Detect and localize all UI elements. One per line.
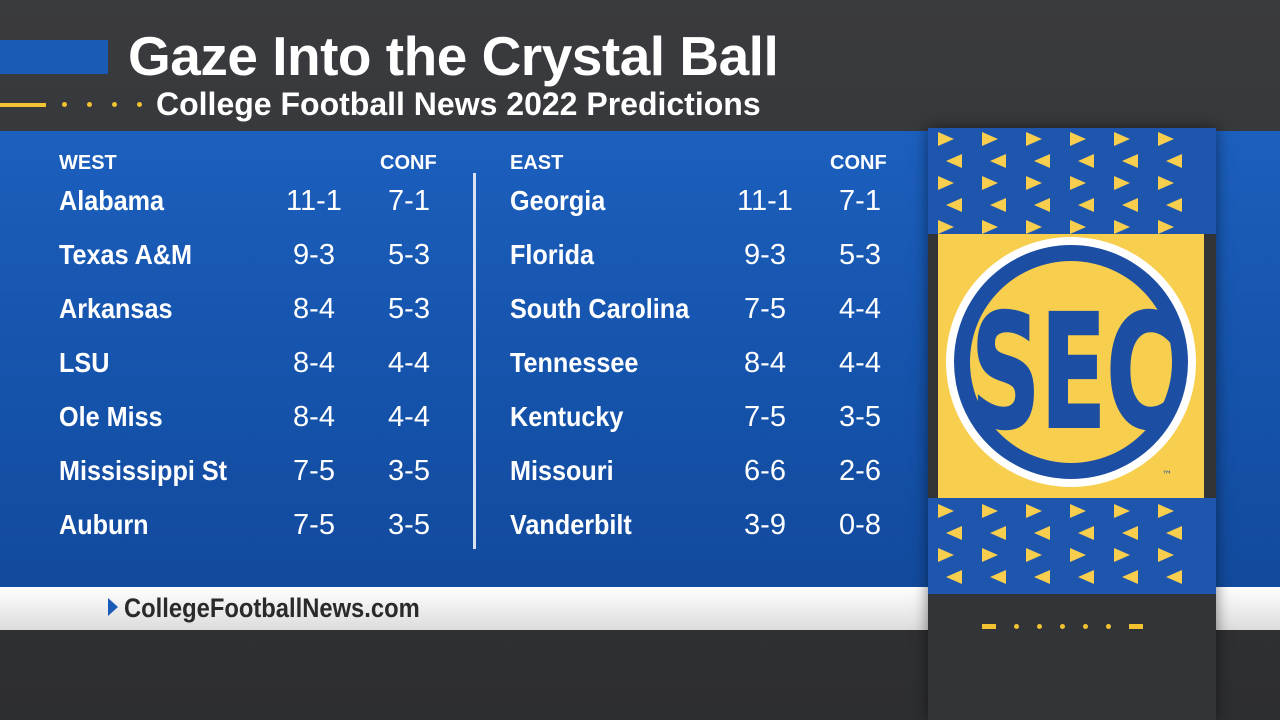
overall-record: 11-1 bbox=[286, 185, 342, 217]
conference-record: 5-3 bbox=[388, 293, 430, 325]
team-name: LSU bbox=[59, 347, 110, 378]
overall-record: 8-4 bbox=[293, 401, 335, 433]
conference-record: 5-3 bbox=[839, 239, 881, 271]
conference-record: 4-4 bbox=[388, 401, 430, 433]
overall-record: 7-5 bbox=[293, 455, 335, 487]
overall-record: 9-3 bbox=[293, 239, 335, 271]
team-name: Alabama bbox=[59, 185, 165, 216]
play-arrow-icon bbox=[108, 598, 118, 616]
team-name: Georgia bbox=[510, 185, 606, 216]
west-header: WEST bbox=[59, 152, 117, 174]
conference-record: 7-1 bbox=[388, 185, 430, 217]
team-name: Florida bbox=[510, 239, 595, 270]
sec-logo-icon: SEC ™ bbox=[946, 237, 1196, 487]
team-name: Tennessee bbox=[510, 347, 639, 378]
overall-record: 8-4 bbox=[744, 347, 786, 379]
overall-record: 7-5 bbox=[744, 293, 786, 325]
overall-record: 9-3 bbox=[744, 239, 786, 271]
overall-record: 7-5 bbox=[293, 509, 335, 541]
triangle-pattern-top bbox=[928, 128, 1216, 234]
trademark-mark: ™ bbox=[1162, 470, 1172, 481]
conference-record: 0-8 bbox=[839, 509, 881, 541]
column-accent-dots bbox=[982, 624, 1143, 629]
team-name: Texas A&M bbox=[59, 239, 193, 270]
conference-record: 3-5 bbox=[388, 509, 430, 541]
team-name: Mississippi St bbox=[59, 455, 228, 486]
team-name: Kentucky bbox=[510, 401, 624, 432]
overall-record: 7-5 bbox=[744, 401, 786, 433]
conference-record: 2-6 bbox=[839, 455, 881, 487]
triangle-pattern-bottom bbox=[928, 498, 1216, 594]
team-name: Missouri bbox=[510, 455, 614, 486]
division-divider bbox=[473, 173, 476, 549]
team-name: Vanderbilt bbox=[510, 509, 632, 540]
overall-record: 3-9 bbox=[744, 509, 786, 541]
header-accent-bar bbox=[0, 40, 108, 74]
header-accent-dots bbox=[62, 102, 142, 107]
team-name: South Carolina bbox=[510, 293, 690, 324]
team-name: Ole Miss bbox=[59, 401, 163, 432]
page-subtitle: College Football News 2022 Predictions bbox=[156, 86, 761, 122]
conference-record: 5-3 bbox=[388, 239, 430, 271]
header-accent-line bbox=[0, 103, 46, 107]
conference-record: 4-4 bbox=[388, 347, 430, 379]
overall-record: 8-4 bbox=[293, 347, 335, 379]
page-title: Gaze Into the Crystal Ball bbox=[128, 25, 779, 87]
sec-logo-letters: SEC bbox=[971, 281, 1177, 465]
team-name: Auburn bbox=[59, 509, 149, 540]
overall-record: 6-6 bbox=[744, 455, 786, 487]
footer-site: CollegeFootballNews.com bbox=[124, 593, 420, 623]
east-header: EAST bbox=[510, 152, 564, 174]
conference-record: 4-4 bbox=[839, 293, 881, 325]
conference-record: 3-5 bbox=[839, 401, 881, 433]
overall-record: 8-4 bbox=[293, 293, 335, 325]
west-conf-header: CONF bbox=[380, 152, 437, 174]
team-name: Arkansas bbox=[59, 293, 173, 324]
conference-record: 4-4 bbox=[839, 347, 881, 379]
conference-record: 7-1 bbox=[839, 185, 881, 217]
east-conf-header: CONF bbox=[830, 152, 887, 174]
overall-record: 11-1 bbox=[737, 185, 793, 217]
conference-record: 3-5 bbox=[388, 455, 430, 487]
